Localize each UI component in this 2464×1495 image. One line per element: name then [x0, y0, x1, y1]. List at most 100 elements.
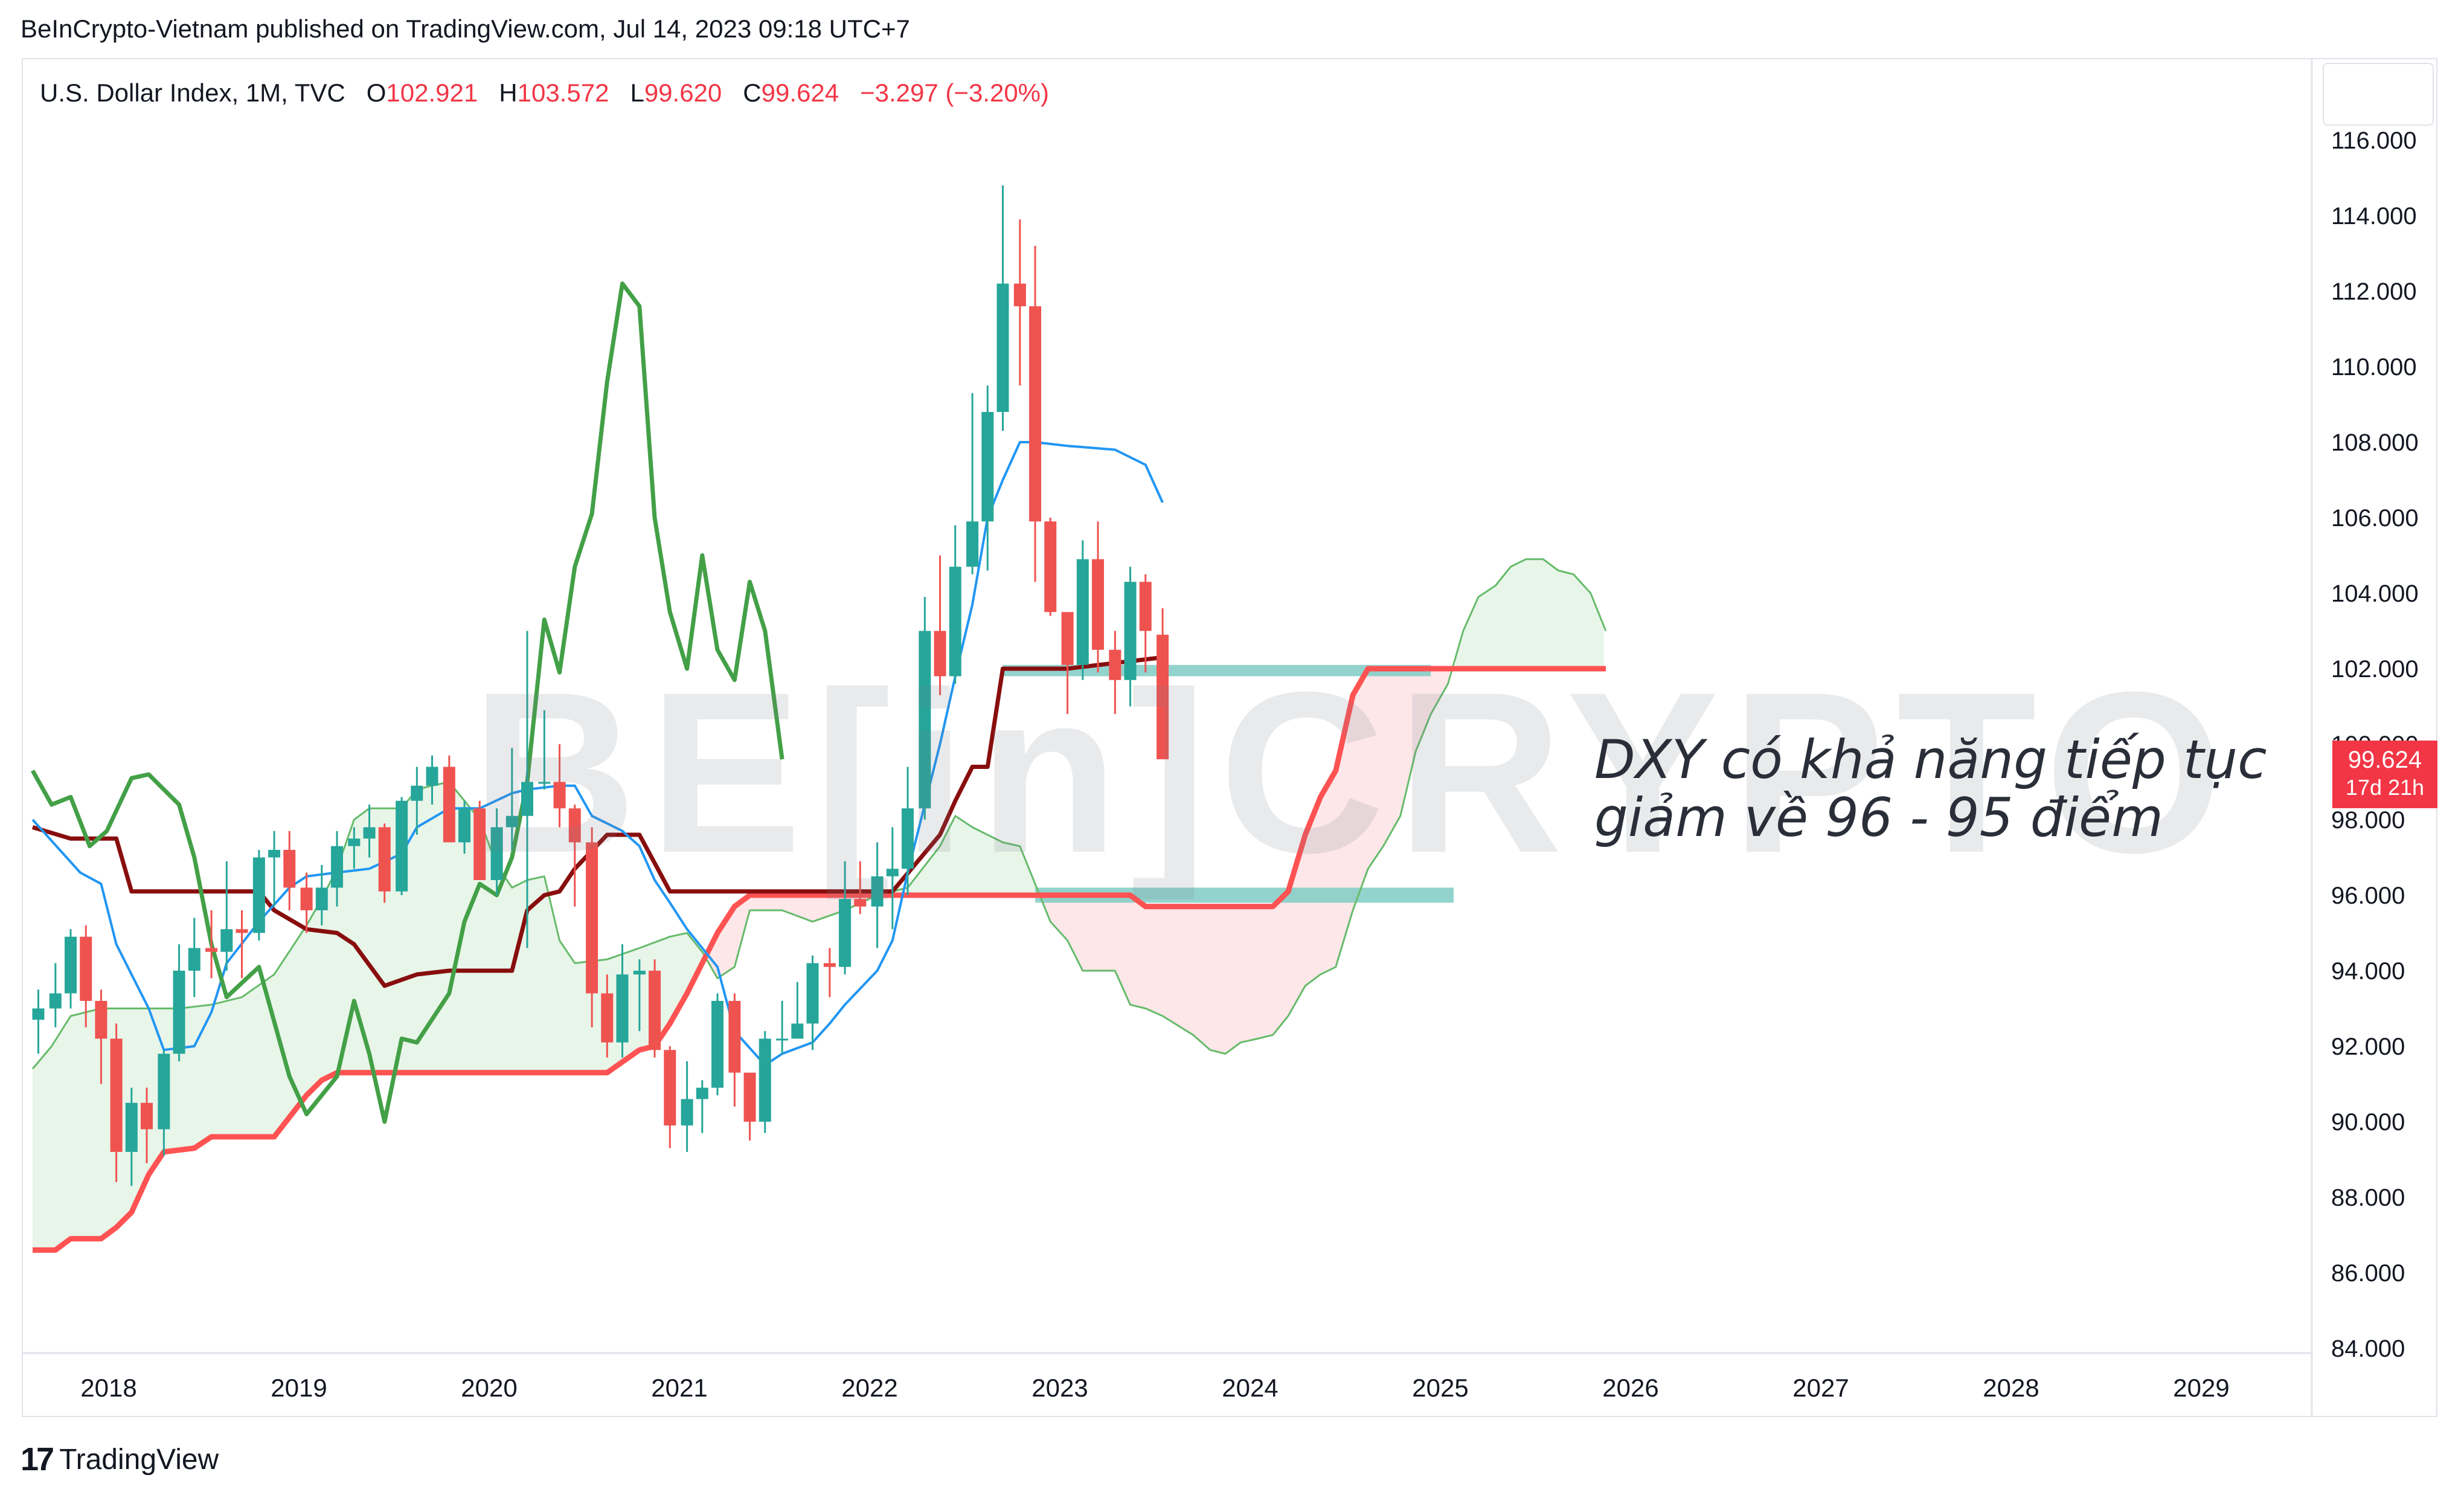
candle[interactable]: [1124, 567, 1137, 707]
candle[interactable]: [220, 861, 233, 971]
candle[interactable]: [521, 631, 533, 948]
candle[interactable]: [348, 827, 361, 869]
candle[interactable]: [173, 944, 185, 1061]
candle[interactable]: [553, 744, 566, 828]
candle[interactable]: [696, 1080, 708, 1133]
candle[interactable]: [728, 993, 741, 1107]
price-scale-button[interactable]: [2323, 63, 2434, 126]
bar-countdown: 17d 21h: [2345, 775, 2425, 800]
candle[interactable]: [1029, 246, 1042, 582]
candle[interactable]: [331, 831, 343, 907]
y-tick-label: 90.000: [2331, 1109, 2405, 1136]
publish-header: BeInCrypto-Vietnam published on TradingV…: [21, 14, 910, 43]
candle[interactable]: [1109, 631, 1121, 715]
candle[interactable]: [871, 842, 884, 948]
candle[interactable]: [443, 755, 455, 843]
y-tick-label: 116.000: [2331, 127, 2417, 154]
y-tick-label: 110.000: [2331, 354, 2417, 381]
candle[interactable]: [902, 767, 914, 896]
last-price: 99.624: [2347, 747, 2422, 773]
candle[interactable]: [158, 1050, 170, 1156]
candle[interactable]: [1139, 574, 1152, 673]
candle[interactable]: [505, 748, 518, 850]
candle[interactable]: [791, 982, 804, 1039]
candle[interactable]: [188, 918, 201, 997]
candle[interactable]: [649, 959, 661, 1058]
candle[interactable]: [426, 755, 438, 805]
candle[interactable]: [664, 1046, 676, 1148]
candle[interactable]: [854, 861, 867, 915]
x-tick-label: 2029: [2173, 1374, 2229, 1402]
x-tick-label: 2021: [651, 1374, 707, 1402]
candle[interactable]: [283, 831, 296, 910]
candle[interactable]: [996, 185, 1009, 431]
y-tick-label: 92.000: [2331, 1034, 2405, 1060]
candle[interactable]: [601, 974, 614, 1058]
candle[interactable]: [141, 1087, 153, 1163]
cloud-segment-3: [1041, 669, 1452, 1053]
candle[interactable]: [378, 823, 391, 903]
candle[interactable]: [681, 1061, 693, 1152]
candle[interactable]: [80, 925, 92, 1027]
legend-close-label: C: [743, 79, 762, 107]
candle[interactable]: [633, 959, 646, 1031]
candle[interactable]: [32, 989, 45, 1054]
cloud-segment-0: [33, 782, 702, 1250]
candle[interactable]: [315, 865, 328, 925]
candle[interactable]: [125, 1087, 138, 1186]
candle[interactable]: [363, 805, 376, 858]
candle[interactable]: [919, 597, 931, 820]
x-tick-label: 2020: [461, 1374, 517, 1402]
candle[interactable]: [1044, 518, 1057, 616]
candle[interactable]: [252, 850, 265, 940]
candle[interactable]: [65, 929, 77, 1009]
candle[interactable]: [49, 963, 62, 1027]
candle[interactable]: [743, 1072, 756, 1141]
candle[interactable]: [568, 805, 581, 907]
candle[interactable]: [110, 1023, 123, 1183]
candle[interactable]: [300, 872, 313, 933]
x-tick-label: 2024: [1222, 1374, 1278, 1402]
candle[interactable]: [1092, 521, 1104, 673]
candle[interactable]: [268, 831, 281, 907]
candle[interactable]: [538, 710, 551, 789]
candle[interactable]: [839, 861, 852, 975]
last-price-tag: 99.624 17d 21h: [2332, 741, 2437, 808]
x-tick-label: 2018: [80, 1374, 136, 1402]
ichimoku-lines: [30, 281, 1607, 1253]
y-tick-label: 102.000: [2331, 656, 2419, 683]
candle[interactable]: [759, 1031, 771, 1133]
candle[interactable]: [823, 948, 836, 997]
candle[interactable]: [473, 800, 486, 880]
ohlc-legend: U.S. Dollar Index, 1M, TVC O102.921 H103…: [40, 79, 1049, 108]
candle[interactable]: [1013, 219, 1026, 386]
candle[interactable]: [411, 767, 423, 835]
candle[interactable]: [981, 385, 994, 571]
candle[interactable]: [458, 800, 471, 854]
candle[interactable]: [934, 555, 946, 695]
candle[interactable]: [1076, 540, 1089, 680]
candle[interactable]: [205, 910, 218, 979]
candle[interactable]: [396, 797, 408, 896]
legend-open: 102.921: [386, 79, 478, 107]
candle[interactable]: [490, 808, 503, 895]
candle[interactable]: [95, 989, 107, 1084]
candle[interactable]: [949, 525, 961, 684]
tradingview-logo[interactable]: 17 TradingView: [21, 1441, 219, 1478]
candle[interactable]: [1157, 608, 1169, 759]
candle[interactable]: [886, 827, 899, 930]
candle[interactable]: [776, 1001, 789, 1054]
x-tick-label: 2027: [1792, 1374, 1849, 1402]
x-tick-label: 2022: [841, 1374, 897, 1402]
candle[interactable]: [1061, 612, 1074, 714]
y-tick-label: 96.000: [2331, 883, 2405, 909]
span-a-line: [31, 558, 1607, 1070]
candle[interactable]: [586, 827, 598, 1027]
axes: 84.000 86.000 88.000 90.000 92.000 94.000 96.0…: [23, 59, 2419, 1417]
candle[interactable]: [806, 956, 819, 1050]
candle[interactable]: [966, 393, 979, 574]
candle[interactable]: [236, 910, 248, 979]
candle[interactable]: [711, 993, 723, 1096]
candle[interactable]: [616, 944, 629, 1058]
